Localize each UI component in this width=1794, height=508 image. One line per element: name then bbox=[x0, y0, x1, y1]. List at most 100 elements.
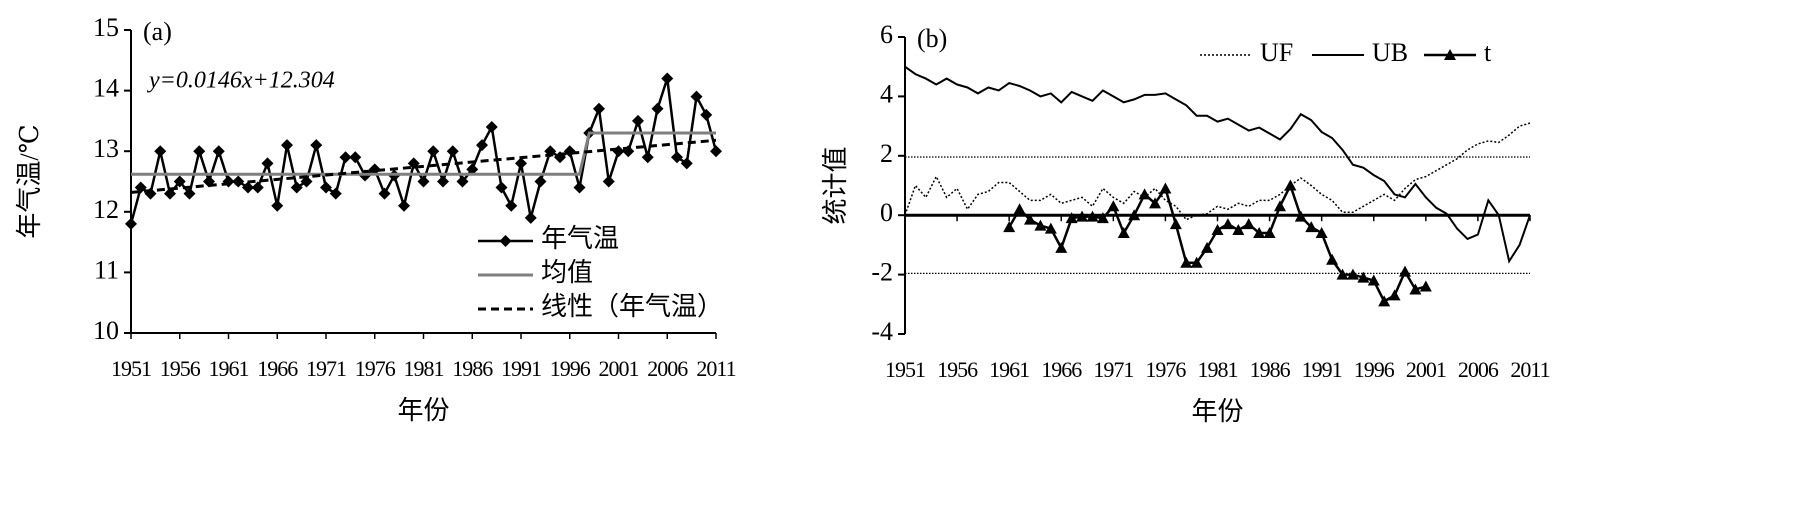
x-tick-label: 1961 bbox=[989, 357, 1029, 382]
marker bbox=[1107, 200, 1120, 212]
marker bbox=[125, 217, 137, 230]
x-tick-label: 2006 bbox=[647, 356, 688, 381]
marker bbox=[271, 199, 284, 212]
marker bbox=[1169, 218, 1182, 230]
marker bbox=[632, 114, 644, 127]
marker bbox=[1024, 213, 1036, 225]
marker bbox=[427, 145, 440, 158]
marker bbox=[710, 145, 722, 158]
marker bbox=[154, 145, 167, 158]
x-tick-label: 1996 bbox=[550, 356, 591, 381]
marker bbox=[1013, 203, 1026, 215]
marker bbox=[1211, 224, 1224, 236]
marker bbox=[1378, 295, 1391, 307]
marker bbox=[1086, 210, 1099, 222]
marker bbox=[1294, 210, 1307, 222]
series-line bbox=[904, 122, 1531, 221]
marker bbox=[641, 151, 654, 164]
marker bbox=[661, 72, 674, 85]
marker bbox=[1221, 218, 1234, 230]
x-axis-label: 年份 bbox=[397, 396, 449, 425]
marker bbox=[495, 181, 508, 194]
y-tick-label: 10 bbox=[93, 316, 119, 345]
x-axis-label: 年份 bbox=[1191, 397, 1243, 426]
marker bbox=[251, 181, 264, 194]
marker bbox=[700, 108, 713, 121]
marker bbox=[378, 187, 391, 200]
x-tick-label: 1951 bbox=[111, 356, 151, 381]
marker bbox=[690, 90, 703, 103]
marker bbox=[1180, 256, 1193, 268]
marker bbox=[1117, 227, 1130, 239]
marker bbox=[563, 145, 576, 158]
marker bbox=[1076, 210, 1089, 222]
marker bbox=[573, 181, 586, 194]
y-tick-label: 15 bbox=[93, 13, 119, 42]
y-tick-label: 0 bbox=[880, 198, 893, 227]
marker bbox=[1201, 241, 1214, 253]
marker bbox=[680, 157, 693, 170]
marker bbox=[1326, 253, 1339, 265]
marker bbox=[1253, 227, 1266, 239]
x-tick-label: 1981 bbox=[1198, 357, 1238, 382]
marker bbox=[310, 139, 323, 152]
marker bbox=[524, 211, 537, 224]
y-tick-label: 11 bbox=[94, 255, 119, 284]
marker bbox=[505, 199, 518, 212]
marker bbox=[437, 175, 449, 188]
y-axis-label: 年气温/℃ bbox=[15, 124, 44, 238]
x-tick-label: 1976 bbox=[355, 356, 396, 381]
marker bbox=[1419, 280, 1432, 292]
marker bbox=[446, 145, 459, 158]
legend-label: UB bbox=[1372, 38, 1408, 67]
marker bbox=[1128, 209, 1141, 221]
marker bbox=[1336, 268, 1349, 280]
x-tick-label: 2006 bbox=[1458, 357, 1499, 382]
x-tick-label: 1971 bbox=[1093, 357, 1133, 382]
marker bbox=[1263, 227, 1276, 239]
x-tick-label: 1961 bbox=[209, 356, 249, 381]
marker bbox=[417, 175, 430, 188]
marker bbox=[164, 187, 176, 200]
series-line bbox=[904, 65, 1531, 264]
marker bbox=[320, 181, 332, 194]
marker bbox=[1044, 222, 1057, 234]
marker bbox=[1367, 274, 1380, 286]
legend-label: t bbox=[1484, 38, 1492, 67]
x-tick-label: 1956 bbox=[160, 356, 201, 381]
legend-label: 均值 bbox=[541, 258, 593, 287]
x-tick-label: 1991 bbox=[1302, 357, 1342, 382]
marker bbox=[1409, 283, 1422, 295]
marker bbox=[1232, 224, 1245, 236]
marker bbox=[485, 120, 498, 133]
legend-label: 年气温 bbox=[541, 224, 619, 253]
marker bbox=[290, 181, 303, 194]
marker bbox=[1034, 219, 1047, 231]
legend-marker bbox=[1444, 49, 1456, 60]
marker bbox=[515, 157, 527, 170]
y-tick-label: 14 bbox=[93, 74, 119, 103]
marker bbox=[1357, 271, 1370, 283]
marker bbox=[602, 175, 615, 188]
marker bbox=[1315, 227, 1328, 239]
marker bbox=[281, 139, 293, 152]
x-tick-label: 2001 bbox=[599, 356, 639, 381]
marker bbox=[1388, 289, 1401, 301]
marker bbox=[671, 151, 683, 164]
x-tick-label: 1966 bbox=[257, 356, 298, 381]
panel-label: (a) bbox=[143, 17, 172, 46]
x-tick-label: 2001 bbox=[1406, 357, 1446, 382]
legend-label: 线性（年气温） bbox=[541, 292, 723, 321]
x-tick-label: 1986 bbox=[452, 356, 493, 381]
legend-label: UF bbox=[1260, 38, 1293, 67]
annotation: y=0.0146x+12.304 bbox=[147, 68, 335, 94]
marker bbox=[212, 145, 225, 158]
marker bbox=[1346, 268, 1359, 280]
y-tick-label: -2 bbox=[871, 258, 893, 287]
marker bbox=[1055, 241, 1068, 253]
marker bbox=[193, 145, 206, 158]
marker bbox=[1399, 265, 1411, 277]
y-tick-label: 6 bbox=[880, 20, 893, 49]
marker bbox=[173, 175, 186, 188]
